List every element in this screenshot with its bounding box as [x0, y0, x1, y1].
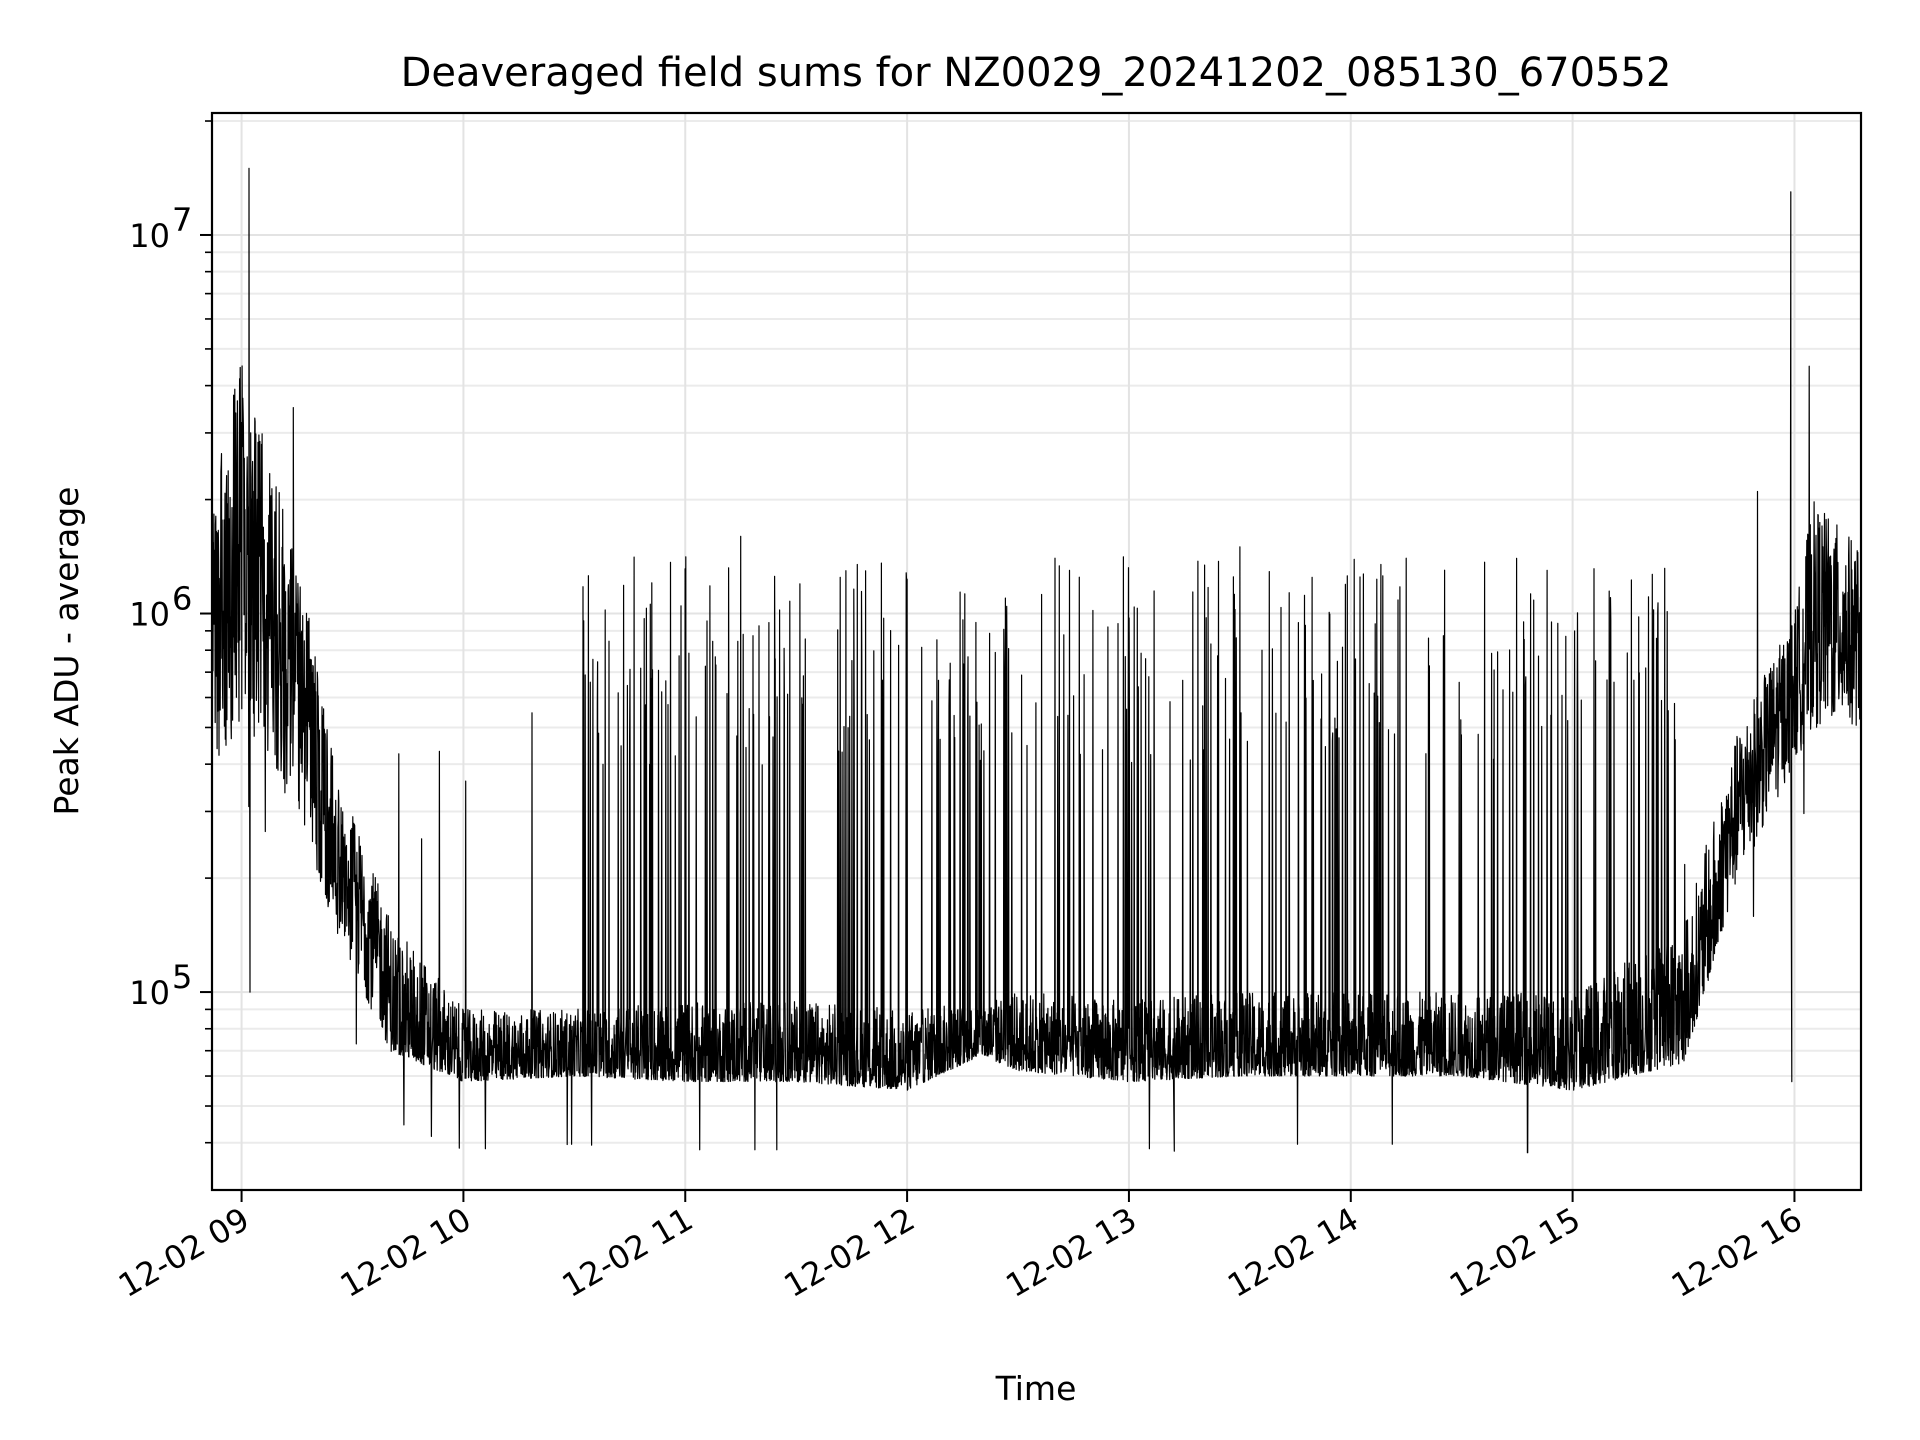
y-tick-label-base: 10 — [129, 217, 170, 255]
y-tick-label: 10 7 — [129, 201, 192, 255]
y-tick-label-exponent: 6 — [172, 580, 192, 618]
series-line-path — [211, 167, 1862, 1154]
y-tick-label-exponent: 5 — [172, 958, 192, 996]
y-tick-label: 10 6 — [129, 580, 192, 634]
y-axis-label: Peak ADU - average — [47, 487, 86, 816]
y-tick-label-base: 10 — [129, 974, 170, 1012]
x-axis-label: Time — [995, 1369, 1077, 1408]
y-tick-label: 10 5 — [129, 958, 192, 1012]
chart-title: Deaveraged field sums for NZ0029_2024120… — [401, 50, 1672, 96]
y-tick-label-base: 10 — [129, 596, 170, 634]
series-line — [211, 167, 1862, 1154]
y-tick-label-exponent: 7 — [172, 201, 192, 239]
plot-frame — [210, 111, 1863, 1192]
